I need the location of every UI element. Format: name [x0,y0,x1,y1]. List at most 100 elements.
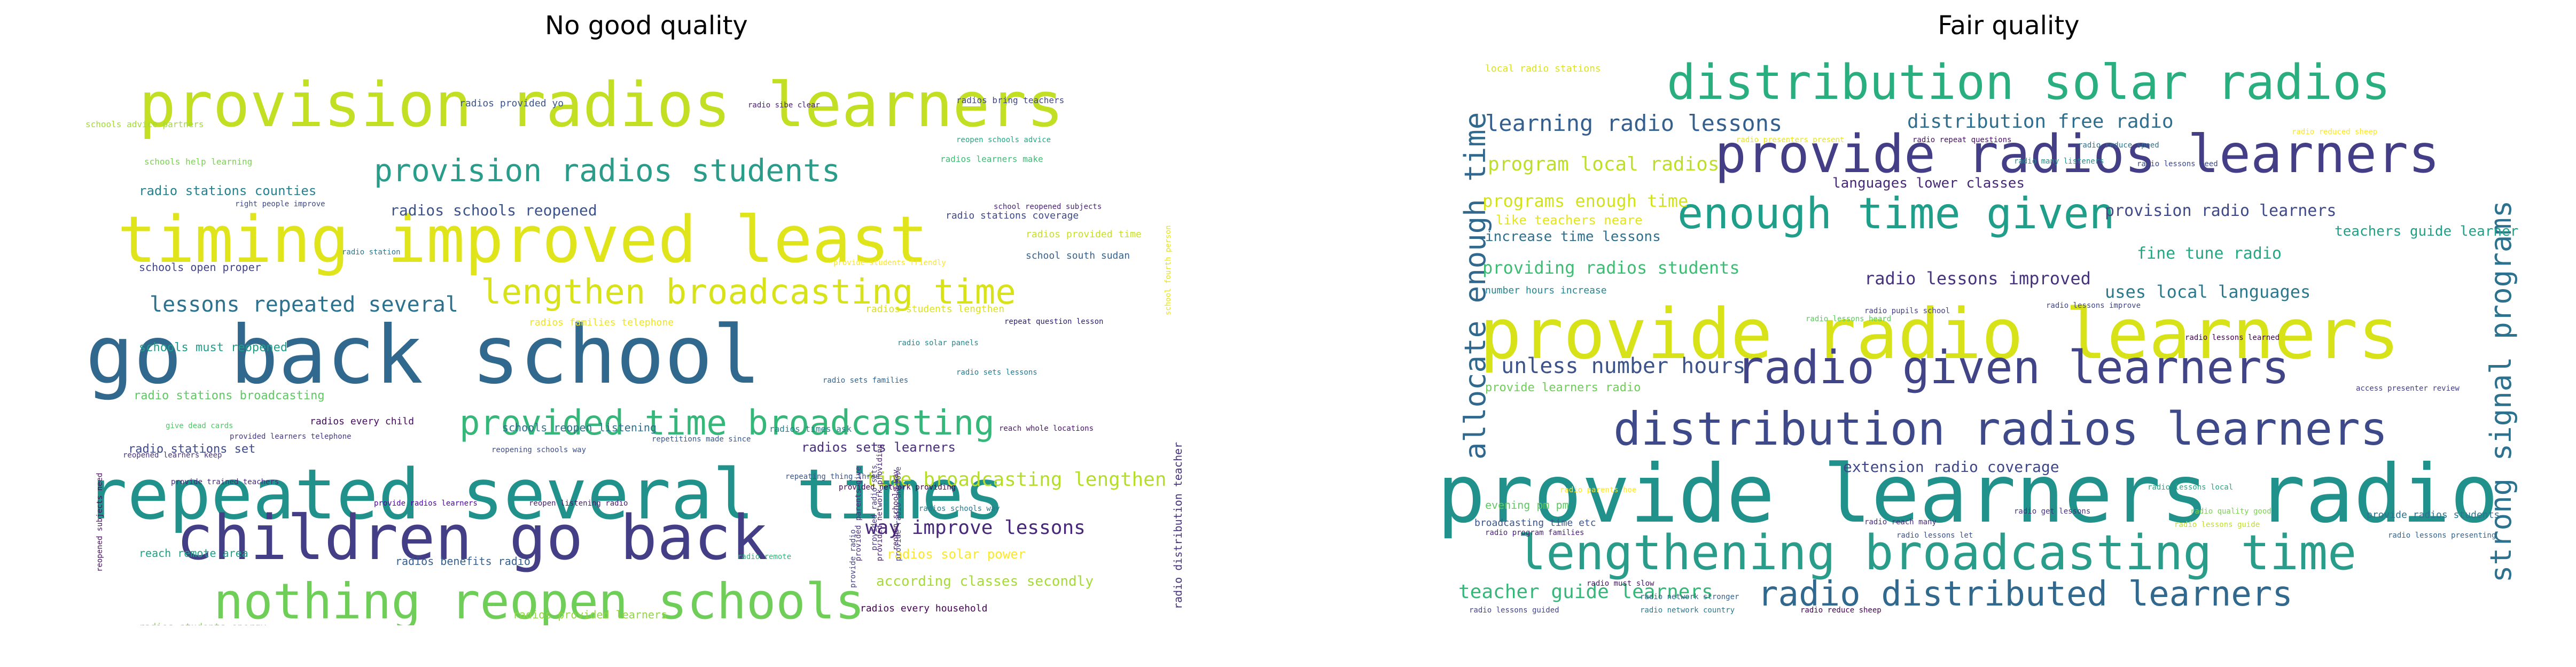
word-cloud-term: distribution free radio [1907,111,2174,133]
word-cloud-term: increase time lessons [1485,229,1661,245]
word-cloud-term: radio lessons improve [2046,301,2141,310]
word-cloud-term: radios learners make [940,154,1043,164]
word-cloud-term: radio stations broadcasting [134,389,325,402]
word-cloud-term: time broadcasting lengthen [865,469,1167,491]
word-cloud-term: extension radio coverage [1843,458,2059,476]
word-cloud-term: radio sets families [823,376,909,385]
word-cloud-term: radio stations set [128,443,256,456]
word-cloud-term: radios schools reopened [390,201,597,219]
word-cloud-term: distribution radios learners [1613,402,2388,456]
word-cloud-term: radios solar power [887,547,1026,562]
word-cloud-term: programs enough time [1482,191,1689,211]
word-cloud-term: radio distribution teacher [1172,441,1184,609]
word-cloud-term: radio distributed learners [1758,575,2293,614]
word-cloud-term: radios provided time [1026,229,1142,240]
word-cloud-term: languages lower classes [1832,175,2025,191]
word-cloud-term: provision radio learners [2105,201,2337,220]
word-cloud-term: radio reduce speed [2078,141,2159,150]
word-cloud-term: radio station [342,248,401,257]
word-cloud-term: teachers guide learner [2335,223,2519,239]
word-cloud-term: providing radios students [1482,258,1740,278]
word-cloud-term: reopen schools advice [956,136,1051,144]
word-cloud-term: repeated several times [85,454,1005,535]
word-cloud-term: schools reopen listening [502,421,657,434]
word-cloud-term: program local radios [1488,153,1720,175]
word-cloud-term: like teachers neare [1496,213,1643,228]
word-cloud-term: provide trained teachers [171,478,279,486]
word-cloud-term: radio lessons guided [1469,606,1559,615]
word-cloud-term: reopening schools way [491,446,587,454]
word-cloud-term: schools help learning [144,157,253,167]
word-cloud-term: reopen listening radio [529,499,628,508]
word-cloud-term: according classes secondly [876,573,1094,590]
word-cloud-term: provide students friendly [833,259,946,267]
word-cloud-term: provided learners telephone [230,432,352,441]
word-cloud-term: number hours increase [1485,285,1607,296]
word-cloud-term: radio reduce sheep [1800,606,1882,615]
word-cloud-term: radio lessons guide [2174,521,2260,529]
word-cloud-term: teacher guide learners [1458,581,1713,603]
word-cloud-term: give dead cards [166,422,233,430]
word-cloud-term: radio remote [737,553,792,561]
word-cloud-term: repeat question lesson [1004,317,1104,326]
word-cloud-term: distribution solar radios [1667,55,2391,111]
word-cloud-term: provide radios learners [374,499,478,508]
word-cloud-term: radio lessons presenting [2388,531,2496,540]
word-cloud-term: radio quality good [2190,507,2271,516]
word-cloud-term: learning radio lessons [1485,110,1783,136]
word-cloud-term: strong signal programs [2484,200,2518,583]
word-cloud-term: radio get lessons [2014,507,2091,516]
word-cloud-term: unless number hours [1501,354,1746,378]
word-cloud-term: local radio stations [1485,63,1601,74]
word-cloud-term: lengthening broadcasting time [1517,525,2357,581]
word-cloud-term: radio lessons let [1896,531,1973,540]
word-cloud-term: radio presenters present [1736,136,1845,144]
word-cloud-term: provide radio anymore [894,466,903,561]
word-cloud-term: provision radios learners [139,69,1064,141]
word-cloud-term: uses local languages [2105,282,2311,302]
word-cloud-term: radio program families [1485,529,1584,537]
word-cloud-term: fine tune radio [2137,244,2282,263]
word-cloud-term: radios sets learners [801,440,956,455]
word-cloud-term: school reopened subjects [994,203,1102,211]
word-cloud-term: provide learners radio [1437,448,2499,541]
word-cloud-term: radio stations coverage [946,210,1079,221]
word-cloud-term: right people improve [235,200,325,208]
word-cloud-term: radio solar panels [897,339,979,347]
word-cloud-term: radios students energy [139,623,266,626]
word-cloud-term: radios families telephone [529,317,674,328]
word-cloud-term: radio lessons need [2137,160,2218,168]
word-cloud-term: radios benefits radio [395,555,530,568]
word-cloud-term: schools must reopened [139,341,288,354]
word-cloud-term: access presenter review [2356,384,2460,393]
word-cloud-term: reopened learners keep [123,451,222,460]
word-cloud-term: school south sudan [1026,250,1130,261]
word-cloud-term: radios every household [860,603,988,614]
word-cloud-term: radio lessons heard [1806,315,1892,323]
word-cloud-term: provided time broadcasting [459,404,995,443]
word-cloud-term: evening pm pm [1485,499,1569,511]
word-cloud-term: radio lessons improved [1864,268,2091,289]
word-cloud-term: provide learners radio [1485,381,1641,394]
word-cloud-term: school fourth person [1164,225,1173,315]
word-cloud-term: radio reach many [1864,518,1937,526]
word-cloud-term: enough time given [1677,189,2115,238]
word-cloud-term: radio parents hoe [1560,486,1637,494]
word-cloud-term: radio reduced sheep [2292,128,2378,136]
word-cloud-fair-quality: provide learners radio provide radio lear… [1437,48,2576,625]
word-cloud-term: lengthen broadcasting time [481,273,1016,312]
word-cloud-term: radios bring teachers [956,95,1065,105]
word-cloud-term: provision radios students [374,152,840,189]
word-cloud-term: broadcasting time etc [1474,517,1596,529]
word-cloud-term: radios times ask [769,424,852,434]
word-cloud-term: radio network country [1640,606,1735,615]
word-cloud-no-good-quality: repeated several times go back school timi… [75,48,1218,625]
word-cloud-term: go back school [85,309,761,402]
word-cloud-term: radio given learners [1736,341,2290,394]
word-cloud-term: radio sibe clear [748,101,820,110]
word-cloud-term: reach whole locations [999,424,1094,433]
word-cloud-term: radios every child [310,416,415,427]
word-cloud-term: radio sets lessons [956,368,1037,377]
word-cloud-term: radio network stronger [1640,593,1739,601]
word-cloud-term: radio lessons local [2148,483,2234,492]
